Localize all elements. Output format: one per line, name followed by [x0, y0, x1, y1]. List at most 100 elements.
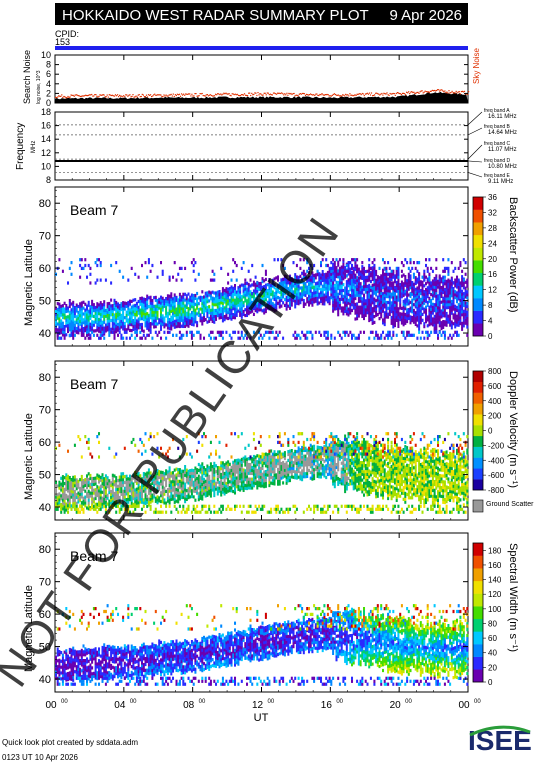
echo-cell	[160, 304, 163, 308]
echo-cell	[466, 302, 469, 306]
sky-noise-point	[137, 94, 139, 96]
echo-cell	[142, 329, 145, 333]
echo-cell	[187, 310, 190, 314]
echo-cell	[290, 280, 293, 284]
echo-cell	[142, 483, 145, 487]
echo-cell	[92, 500, 95, 504]
echo-cell	[142, 474, 145, 479]
echo-cell	[261, 463, 264, 468]
sky-noise-point	[351, 94, 353, 96]
echo-cell	[115, 315, 118, 319]
echo-cell	[160, 319, 163, 323]
echo-cell	[156, 299, 159, 303]
sky-noise-point	[462, 91, 464, 93]
echo-cell	[225, 330, 228, 334]
echo-cell	[70, 480, 73, 485]
echo-cell	[404, 312, 407, 317]
echo-cell	[419, 303, 422, 307]
echo-cell	[456, 317, 459, 321]
echo-cell	[423, 290, 426, 294]
echo-cell	[330, 269, 333, 273]
echo-cell	[111, 321, 114, 325]
echo-cell	[356, 305, 359, 309]
echo-cell	[60, 310, 63, 314]
echo-cell	[254, 455, 257, 459]
echo-cell	[411, 301, 414, 305]
echo-cell	[147, 480, 150, 484]
echo-cell	[382, 306, 385, 310]
echo-cell	[135, 328, 138, 332]
echo-cell	[418, 301, 421, 305]
echo-cell	[280, 295, 283, 300]
echo-cell	[80, 327, 83, 331]
echo-cell	[363, 314, 366, 318]
echo-cell	[91, 305, 94, 309]
echo-cell	[160, 324, 163, 329]
sky-noise-point	[430, 90, 432, 92]
echo-cell	[407, 313, 410, 318]
echo-cell	[185, 314, 188, 318]
echo-cell	[264, 470, 267, 474]
echo-cell	[175, 493, 178, 497]
echo-cell	[345, 280, 348, 284]
echo-cell	[297, 293, 300, 297]
echo-cell	[216, 311, 219, 315]
echo-cell	[313, 273, 316, 278]
echo-cell	[178, 494, 181, 498]
sky-noise-point	[230, 95, 232, 97]
echo-cell	[218, 330, 221, 334]
echo-cell	[277, 278, 280, 282]
echo-cell	[80, 501, 83, 505]
echo-cell	[414, 305, 417, 309]
echo-cell	[168, 275, 171, 279]
echo-cell	[244, 472, 247, 476]
echo-cell	[335, 258, 338, 262]
echo-cell	[77, 322, 80, 326]
echo-cell	[204, 318, 207, 322]
echo-cell	[387, 261, 390, 265]
echo-cell	[454, 330, 457, 334]
echo-cell	[347, 269, 350, 273]
echo-cell	[371, 261, 374, 265]
echo-cell	[338, 283, 341, 287]
echo-cell	[366, 311, 369, 315]
echo-cell	[211, 296, 214, 300]
echo-cell	[156, 477, 159, 482]
echo-cell	[220, 472, 223, 477]
echo-cell	[182, 324, 185, 329]
echo-cell	[294, 281, 297, 286]
echo-cell	[442, 258, 445, 262]
echo-cell	[359, 299, 362, 303]
echo-cell	[242, 488, 245, 493]
echo-cell	[211, 311, 214, 315]
echo-cell	[146, 294, 149, 298]
echo-cell	[168, 475, 171, 479]
echo-cell	[308, 303, 311, 307]
colorbar-tick-label: 32	[488, 208, 497, 217]
echo-cell	[194, 278, 197, 282]
echo-cell	[165, 478, 168, 482]
echo-cell	[60, 331, 63, 335]
echo-cell	[443, 314, 446, 318]
echo-cell	[270, 304, 273, 308]
echo-cell	[94, 311, 97, 315]
echo-cell	[378, 299, 381, 303]
echo-cell	[256, 301, 259, 305]
sky-noise-point	[341, 95, 343, 97]
echo-cell	[70, 272, 73, 276]
echo-cell	[270, 289, 273, 294]
echo-cell	[160, 298, 163, 302]
echo-cell	[170, 471, 173, 475]
echo-cell	[375, 284, 378, 288]
echo-cell	[82, 499, 85, 503]
echo-cell	[425, 308, 428, 312]
echo-cell	[153, 474, 156, 479]
echo-cell	[199, 487, 202, 492]
echo-cell	[132, 327, 135, 332]
echo-cell	[263, 308, 266, 312]
echo-cell	[221, 319, 224, 323]
echo-cell	[332, 258, 335, 262]
echo-cell	[409, 315, 412, 319]
echo-cell	[425, 282, 428, 286]
echo-cell	[220, 310, 223, 314]
